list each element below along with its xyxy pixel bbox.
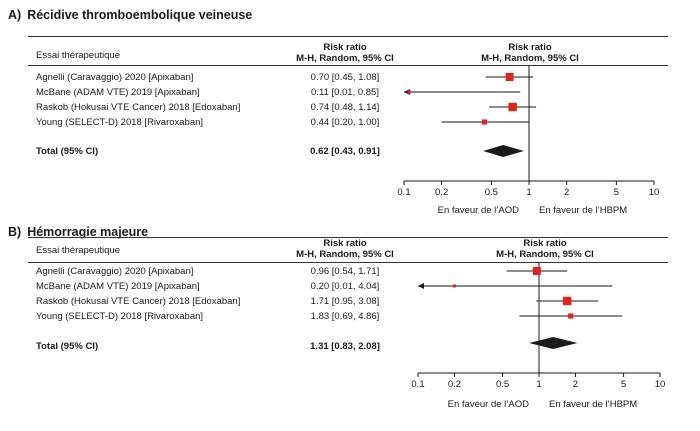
panel-b-study-estimate: 1.71 [0.95, 3.08] — [310, 296, 380, 307]
panel-b-x-tick-label: 0.1 — [411, 379, 424, 390]
panel-b-letter: B) — [8, 225, 22, 239]
panel-a-plot-header: Risk ratio M-H, Random, 95% CI — [450, 42, 610, 64]
panel-a-favours-right-label: En faveur de l’HBPM — [539, 205, 627, 216]
panel-a-x-tick-label: 0.5 — [485, 187, 498, 198]
panel-a-x-tick-label: 1 — [526, 187, 531, 198]
panel-a-letter: A) — [8, 8, 22, 22]
panel-b-study-box — [568, 313, 574, 319]
panel-a-header-rule — [28, 65, 668, 66]
panel-a-study-box — [481, 119, 488, 125]
panel-a-favours-left-label: En faveur de l’AOD — [438, 205, 519, 216]
panel-a-study-box — [508, 102, 517, 112]
panel-b-x-tick-label: 0.5 — [496, 379, 509, 390]
panel-a-x-tick-label: 5 — [614, 187, 619, 198]
panel-b-ci-arrow — [418, 283, 424, 289]
panel-b-total-name: Total (95% CI) — [36, 341, 99, 352]
panel-b-x-tick-label: 0.2 — [448, 379, 461, 390]
panel-a-study-estimate: 0.11 [0.01, 0.85] — [311, 87, 379, 98]
panel-a-study-name: McBane (ADAM VTE) 2019 [Apixaban] — [36, 87, 200, 98]
panel-a-rr-header-line2: M-H, Random, 95% CI — [296, 53, 394, 64]
panel-a-study-name: Young (SELECT-D) 2018 [Rivaroxaban] — [36, 117, 204, 128]
panel-a-study-box — [407, 90, 411, 94]
panel-b-study-name: Raskob (Hokusai VTE Cancer) 2018 [Edoxab… — [36, 296, 241, 307]
panel-b-title-text: Hémorragie majeure — [27, 225, 149, 239]
panel-a: A) Récidive thromboembolique veineuse Ess… — [8, 8, 668, 216]
panel-b-rr-header-line2: M-H, Random, 95% CI — [296, 249, 394, 260]
panel-a-study-estimate: 0.44 [0.20, 1.00] — [310, 117, 380, 128]
panel-a-total-estimate: 0.62 [0.43, 0.91] — [310, 146, 380, 157]
panel-b-total-estimate: 1.31 [0.83, 2.08] — [310, 341, 380, 352]
panel-a-title: A) Récidive thromboembolique veineuse — [8, 8, 252, 22]
panel-a-title-text: Récidive thromboembolique veineuse — [27, 8, 253, 22]
panel-b-header-rule — [28, 262, 668, 263]
panel-a-plot-header-line1: Risk ratio — [508, 42, 552, 53]
panel-b-study-header: Essai thérapeutique — [36, 245, 120, 256]
panel-b-study-box — [532, 267, 541, 275]
panel-b-plot-header: Risk ratio M-H, Random, 95% CI — [465, 238, 625, 260]
panel-b-forest-plot: 0.1 0.2 0.5 1 2 5 10 En faveur de l’AOD En faveu… — [411, 262, 666, 410]
panel-b-study-box — [562, 296, 572, 306]
panel-a-forest-plot: 0.1 0.2 0.5 1 2 5 10 En faveur de l’AOD En faveu… — [397, 66, 660, 216]
panel-b-study-box — [452, 284, 456, 288]
panel-a-study-box — [505, 73, 514, 81]
panel-a-x-tick-label: 0.2 — [435, 187, 448, 198]
panel-b-x-tick-label: 10 — [655, 379, 666, 390]
panel-a-total-name: Total (95% CI) — [36, 146, 99, 157]
panel-a-study-header: Essai thérapeutique — [36, 50, 120, 61]
panel-b-title: B) Hémorragie majeure — [8, 225, 148, 239]
panel-b-study-estimate: 1.83 [0.69, 4.86] — [310, 311, 380, 322]
panel-b-x-tick-label: 5 — [621, 379, 626, 390]
panel-a-x-tick-label: 10 — [649, 187, 660, 198]
panel-a-study-name: Raskob (Hokusai VTE Cancer) 2018 [Edoxab… — [36, 102, 241, 113]
panel-a-x-tick-label: 2 — [564, 187, 569, 198]
panel-a-plot-header-line2: M-H, Random, 95% CI — [481, 53, 579, 64]
panel-b-study-estimate: 0.96 [0.54, 1.71] — [310, 266, 380, 277]
panel-b-study-estimate: 0.20 [0.01, 4.04] — [310, 281, 380, 292]
panel-a-rr-header: Risk ratio M-H, Random, 95% CI — [270, 42, 420, 64]
panel-a-study-estimate: 0.74 [0.48, 1.14] — [310, 102, 380, 113]
panel-b-favours-left-label: En faveur de l’AOD — [448, 399, 529, 410]
panel-a-study-estimate: 0.70 [0.45, 1.08] — [310, 72, 380, 83]
panel-b-top-rule — [28, 237, 668, 238]
panel-b-plot-header-line1: Risk ratio — [523, 238, 567, 249]
panel-b-study-name: McBane (ADAM VTE) 2019 [Apixaban] — [36, 281, 200, 292]
panel-b: B) Hémorragie majeure Essai thérapeutique… — [0, 218, 700, 431]
panel-b-study-name: Agnelli (Caravaggio) 2020 [Apixaban] — [36, 266, 194, 277]
panel-b-rr-header-line1: Risk ratio — [323, 238, 367, 249]
panel-b-favours-right-label: En faveur de l’HBPM — [549, 399, 637, 410]
panel-b-plot-header-line2: M-H, Random, 95% CI — [496, 249, 594, 260]
panel-b-study-name: Young (SELECT-D) 2018 [Rivaroxaban] — [36, 311, 204, 322]
panel-b-rr-header: Risk ratio M-H, Random, 95% CI — [270, 238, 420, 260]
panel-a-x-tick-label: 0.1 — [397, 187, 410, 198]
panel-b-x-tick-label: 1 — [536, 379, 541, 390]
panel-b-total-diamond — [529, 337, 578, 349]
panel-a-rr-header-line1: Risk ratio — [323, 42, 367, 53]
panel-b-x-tick-label: 2 — [573, 379, 578, 390]
panel-a-study-name: Agnelli (Caravaggio) 2020 [Apixaban] — [36, 72, 194, 83]
panel-a-top-rule — [28, 36, 668, 37]
panel-a-total-diamond — [483, 145, 524, 157]
